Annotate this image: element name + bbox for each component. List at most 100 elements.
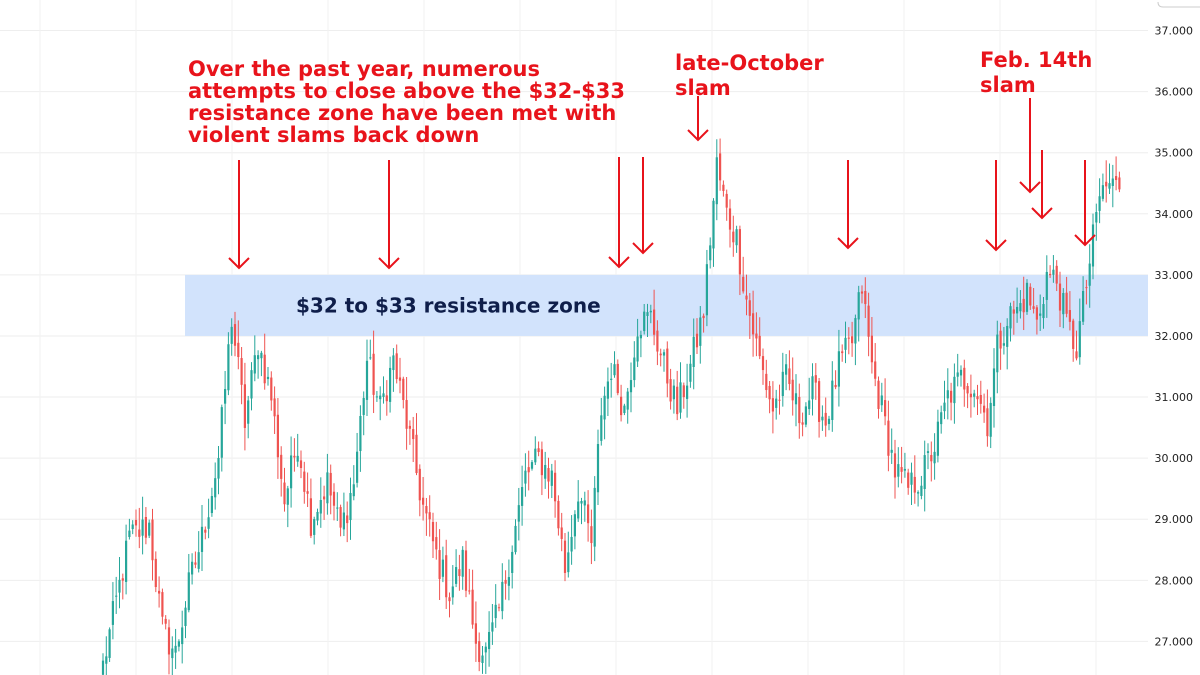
candle-body [438, 550, 441, 579]
candle-body [243, 384, 246, 428]
candle-body [118, 579, 121, 593]
candle-body [474, 623, 477, 644]
candle-body [560, 527, 563, 539]
candle-body [752, 313, 755, 335]
candle-body [699, 317, 702, 346]
candle-body [814, 375, 817, 383]
candle-body [633, 357, 636, 381]
candle-body [405, 400, 408, 429]
candle-body [557, 500, 560, 529]
candle-body [458, 569, 461, 577]
y-tick-label: 34.000 [1155, 208, 1194, 221]
candle-body [329, 472, 332, 496]
candle-body [554, 472, 557, 502]
candle-body [128, 530, 131, 537]
candle-body [290, 455, 293, 489]
candle-body [200, 526, 204, 552]
candle-body [1101, 185, 1104, 199]
candle-body [765, 373, 768, 391]
candle-body [580, 500, 583, 504]
candle-body [1068, 310, 1071, 322]
candle-body [1035, 307, 1038, 320]
candle-body [478, 641, 481, 662]
candle-body [573, 514, 576, 537]
candle-body [570, 536, 573, 552]
candle-body [1049, 273, 1052, 276]
candle-body [224, 388, 227, 404]
candle-body [715, 157, 718, 205]
candle-body [956, 372, 959, 377]
candle-body [913, 476, 916, 493]
candle-body [425, 506, 428, 514]
candle-body [511, 551, 514, 574]
candle-body [867, 305, 870, 337]
candle-body [1052, 269, 1055, 275]
candle-body [326, 472, 329, 504]
candle-body [679, 382, 682, 413]
candle-body [253, 355, 256, 374]
y-tick-label: 28.000 [1155, 574, 1194, 587]
candle-body [171, 648, 174, 659]
candle-body [887, 420, 890, 456]
candle-body [521, 487, 524, 506]
y-tick-label: 27.000 [1155, 635, 1194, 648]
candle-body [141, 519, 144, 536]
resistance-zone-band [185, 274, 1148, 336]
candle-body [775, 398, 778, 408]
candle-body [643, 311, 646, 332]
candle-body [587, 504, 590, 524]
annotation-line: slam [675, 76, 731, 100]
candle-body [517, 505, 520, 522]
down-arrow [1019, 98, 1041, 194]
candle-body [415, 434, 418, 474]
candle-body [940, 412, 943, 425]
candle-body [1085, 287, 1088, 289]
candle-body [101, 660, 105, 675]
candle-body [563, 540, 567, 573]
candle-body [649, 310, 652, 313]
candle-body [286, 488, 289, 505]
candle-body [293, 455, 296, 458]
candle-body [283, 482, 286, 505]
candle-body [359, 415, 362, 452]
candle-body [194, 562, 197, 565]
candle-body [1002, 343, 1005, 346]
candle-body [115, 595, 118, 597]
down-arrow [632, 157, 654, 255]
candle-body [567, 552, 570, 573]
annotation-line: late-October [675, 51, 824, 75]
candle-body [134, 519, 138, 526]
candle-body [893, 453, 897, 478]
candle-body [1032, 306, 1035, 309]
down-arrow [1074, 160, 1096, 247]
candle-body [488, 631, 491, 650]
candle-body [732, 231, 735, 243]
candle-body [540, 449, 543, 476]
candle-body [1022, 298, 1025, 313]
candle-body [735, 229, 738, 246]
candle-body [682, 385, 685, 398]
candle-body [1029, 286, 1032, 306]
candle-body [121, 578, 124, 581]
candle-body [669, 379, 672, 402]
down-arrow [608, 157, 630, 269]
candle-body [389, 367, 392, 402]
candle-body [392, 355, 395, 371]
candle-body [382, 393, 385, 397]
candle-body [1091, 224, 1095, 267]
candle-body [362, 397, 365, 415]
candle-body [299, 460, 303, 469]
candle-body [794, 393, 798, 405]
candle-body [666, 348, 669, 384]
candle-body [1006, 325, 1009, 347]
candle-body [435, 537, 438, 550]
candle-body [854, 318, 857, 344]
candle-body [963, 367, 966, 390]
candle-body [590, 526, 593, 544]
down-arrow [378, 160, 400, 270]
y-tick-label: 31.000 [1155, 391, 1194, 404]
candle-body [613, 364, 616, 376]
candle-body [125, 540, 128, 582]
candle-body [385, 395, 388, 402]
candle-body [260, 352, 263, 359]
